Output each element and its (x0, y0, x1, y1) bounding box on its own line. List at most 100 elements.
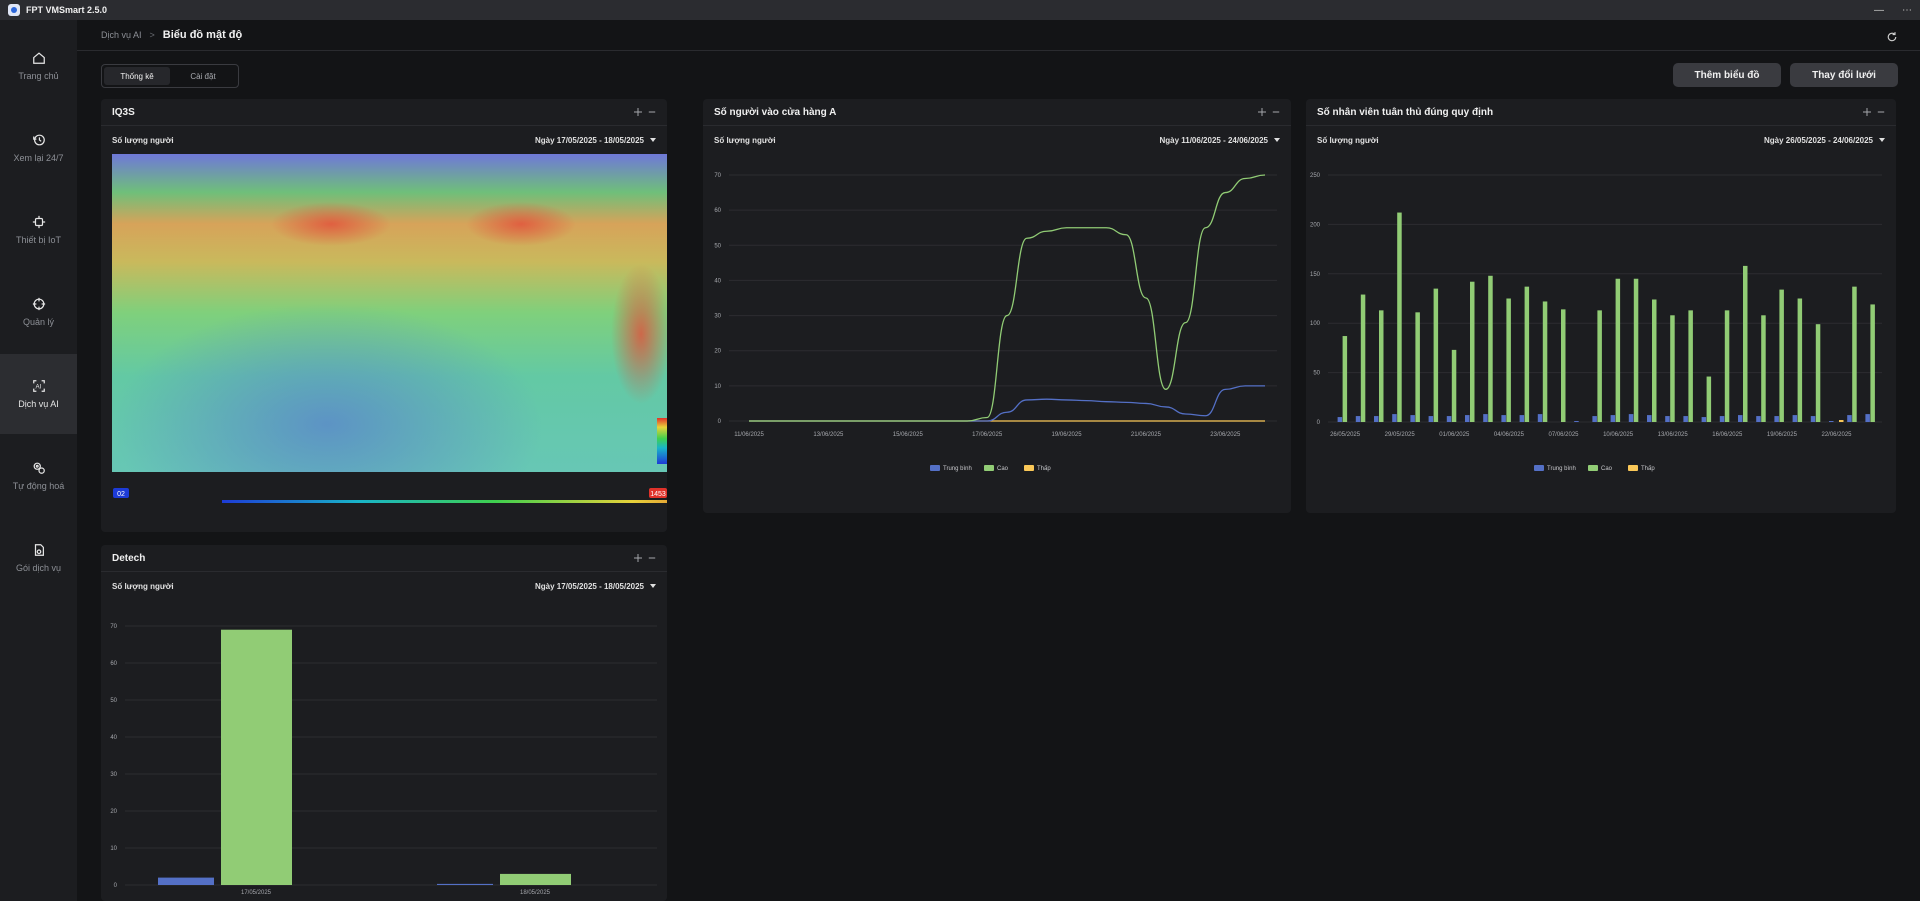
sidebar-item-home[interactable]: Trang chủ (0, 26, 77, 106)
collapse-icon[interactable] (648, 554, 656, 562)
y-tick-label: 10 (110, 846, 117, 852)
y-tick-label: 150 (1310, 272, 1321, 278)
legend-label: Cao (997, 466, 1009, 472)
bar-Cao (1633, 278, 1639, 422)
sidebar: Trang chủ Xem lại 24/7 Thiết bị IoT Quản… (0, 20, 77, 901)
bar-Trung bình (1519, 415, 1525, 422)
bar-Trung bình (1501, 415, 1506, 422)
bar-Trung bình (1847, 415, 1852, 422)
collapse-icon[interactable] (648, 108, 656, 116)
sidebar-item-iot[interactable]: Thiết bị IoT (0, 190, 77, 270)
x-tick-label: 13/06/2025 (813, 432, 844, 438)
tab-statistics[interactable]: Thống kê (104, 67, 170, 85)
y-axis-label: Số lượng người (714, 135, 776, 145)
bar-Trung bình (1483, 414, 1488, 422)
heatmap-legend-bar (657, 418, 667, 464)
sidebar-item-label: Thiết bị IoT (15, 235, 62, 245)
scale-max-label: 1453 (650, 491, 666, 498)
breadcrumb-parent[interactable]: Dịch vụ AI (101, 30, 142, 40)
change-grid-button[interactable]: Thay đổi lưới (1790, 63, 1898, 87)
store-a-panel: Số người vào cửa hàng A Số lượng người N… (703, 99, 1291, 513)
refresh-icon[interactable] (1886, 31, 1898, 43)
sidebar-item-label: Quản lý (22, 317, 55, 327)
sidebar-item-label: Dịch vụ AI (18, 399, 59, 409)
move-icon[interactable] (634, 108, 642, 116)
minimize-button[interactable]: — (1874, 4, 1884, 16)
heatmap-panel: IQ3S Số lượng người Ngày 17/05/2025 - 18… (101, 99, 667, 532)
bar-Cao (1815, 324, 1821, 422)
bar-Cao (1379, 310, 1384, 422)
sidebar-item-automation[interactable]: Tự động hoá (0, 436, 77, 516)
bar-Cao (1597, 310, 1602, 422)
x-tick-label: 16/06/2025 (1712, 432, 1743, 438)
date-range-picker[interactable]: Ngày 26/05/2025 - 24/06/2025 (1764, 136, 1885, 145)
x-tick-label: 18/05/2025 (520, 890, 551, 896)
collapse-icon[interactable] (1877, 108, 1885, 116)
app-title: FPT VMSmart 2.5.0 (26, 5, 108, 15)
bar-Cao (1524, 286, 1530, 422)
chevron-down-icon (650, 584, 656, 588)
main-content: Dịch vụ AI > Biểu đồ mật độ Thống kê Cài… (77, 20, 1920, 901)
x-tick-label: 04/06/2025 (1494, 432, 1525, 438)
bar-Trung bình (1683, 416, 1688, 422)
date-range-picker[interactable]: Ngày 17/05/2025 - 18/05/2025 (535, 136, 656, 145)
panel-title: Số người vào cửa hàng A (714, 106, 837, 118)
bar-Trung bình (1592, 416, 1597, 422)
legend-label: Thấp (1037, 466, 1051, 472)
y-axis-label: Số lượng người (1317, 135, 1379, 145)
home-icon (32, 52, 45, 64)
bar-Cao (1761, 315, 1766, 422)
x-tick-label: 01/06/2025 (1439, 432, 1470, 438)
bar-Trung bình (1446, 416, 1452, 422)
line-chart: 0 10 20 30 40 50 60 70 11/06/2025 13/06/2025 15/06… (714, 173, 1277, 472)
tab-settings[interactable]: Cài đặt (190, 71, 216, 81)
panel-title: IQ3S (112, 106, 135, 118)
iot-device-icon (32, 215, 45, 229)
x-tick-label: 26/05/2025 (1330, 432, 1361, 438)
bar-Trung bình (1392, 414, 1397, 422)
y-tick-label: 10 (714, 384, 721, 390)
bar-Trung bình (437, 883, 493, 885)
bar-Trung bình (158, 877, 214, 885)
bar-Cao (1342, 336, 1348, 422)
y-tick-label: 100 (1310, 321, 1321, 327)
y-tick-label: 60 (110, 661, 117, 667)
bar-Cao (1451, 349, 1457, 422)
add-chart-button[interactable]: Thêm biểu đồ (1673, 63, 1781, 87)
sidebar-item-history[interactable]: Xem lại 24/7 (0, 108, 77, 188)
bar-Cao (1724, 310, 1730, 422)
collapse-icon[interactable] (1272, 108, 1280, 116)
bar-Trung bình (1610, 415, 1616, 422)
sidebar-item-ai-service[interactable]: AI Dịch vụ AI (0, 354, 77, 434)
bar-Cao (1615, 278, 1621, 422)
x-tick-label: 29/05/2025 (1385, 432, 1416, 438)
move-icon[interactable] (1863, 108, 1871, 116)
legend-label: Cao (1601, 466, 1613, 472)
bar-Trung bình (1774, 416, 1779, 422)
date-range-text: Ngày 17/05/2025 - 18/05/2025 (535, 135, 644, 145)
bar-Trung bình (1374, 416, 1379, 422)
x-tick-label: 07/06/2025 (1548, 432, 1579, 438)
bar-Trung bình (1756, 416, 1761, 422)
sidebar-item-manage[interactable]: Quản lý (0, 272, 77, 352)
y-tick-label: 200 (1310, 222, 1321, 228)
bar-Cao (1797, 298, 1803, 422)
date-range-picker[interactable]: Ngày 17/05/2025 - 18/05/2025 (535, 582, 656, 591)
sidebar-item-package[interactable]: Gói dịch vụ (0, 518, 77, 598)
more-options-button[interactable]: ⋯ (1902, 4, 1912, 16)
detech-panel: Detech Số lượng người Ngày 17/05/2025 - … (101, 545, 667, 901)
bar-Trung bình (1574, 421, 1579, 422)
move-icon[interactable] (634, 554, 642, 562)
chevron-down-icon (1274, 138, 1280, 142)
page-title: Biểu đồ mật độ (162, 29, 243, 41)
y-tick-label: 0 (114, 883, 118, 889)
x-tick-label: 13/06/2025 (1658, 432, 1689, 438)
y-tick-label: 50 (714, 243, 721, 249)
y-axis-label: Số lượng người (112, 581, 174, 591)
view-tabs: Thống kê Cài đặt (101, 64, 239, 88)
bar-Cao (1706, 376, 1712, 422)
move-icon[interactable] (1258, 108, 1266, 116)
bar-Trung bình (1829, 421, 1834, 422)
sidebar-item-label: Trang chủ (18, 71, 59, 81)
date-range-picker[interactable]: Ngày 11/06/2025 - 24/06/2025 (1159, 136, 1280, 145)
